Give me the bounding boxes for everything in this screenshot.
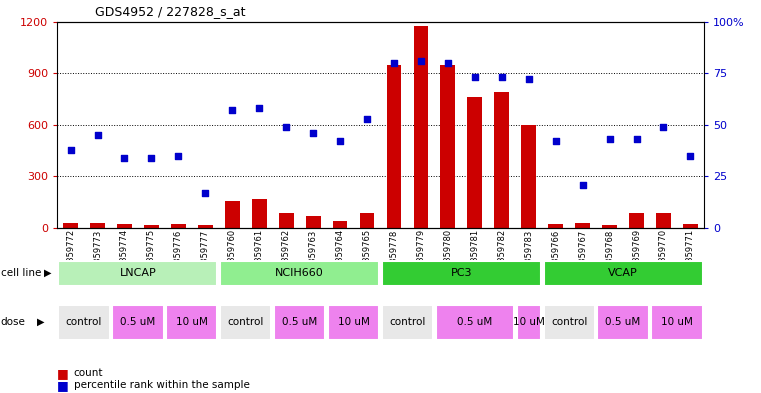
- Bar: [517, 305, 541, 340]
- Text: LNCAP: LNCAP: [119, 268, 156, 278]
- Text: 10 uM: 10 uM: [661, 317, 693, 327]
- Bar: [543, 305, 595, 340]
- Text: control: control: [390, 317, 425, 327]
- Text: 0.5 uM: 0.5 uM: [120, 317, 155, 327]
- Bar: [63, 223, 78, 228]
- Bar: [436, 305, 514, 340]
- Point: [280, 124, 292, 130]
- Text: control: control: [551, 317, 587, 327]
- Bar: [220, 261, 379, 285]
- Bar: [252, 199, 266, 228]
- Bar: [90, 223, 105, 228]
- Bar: [220, 305, 272, 340]
- Bar: [602, 224, 617, 228]
- Point: [119, 154, 131, 161]
- Point: [523, 76, 535, 83]
- Point: [91, 132, 103, 138]
- Bar: [575, 223, 590, 228]
- Bar: [224, 201, 240, 228]
- Bar: [113, 305, 164, 340]
- Bar: [117, 224, 132, 228]
- Text: 0.5 uM: 0.5 uM: [606, 317, 641, 327]
- Bar: [548, 224, 563, 228]
- Text: 10 uM: 10 uM: [513, 317, 545, 327]
- Point: [307, 130, 319, 136]
- Bar: [59, 261, 218, 285]
- Text: ■: ■: [57, 367, 68, 380]
- Text: cell line: cell line: [1, 268, 41, 278]
- Bar: [59, 305, 110, 340]
- Bar: [629, 213, 644, 228]
- Point: [253, 105, 266, 111]
- Text: 10 uM: 10 uM: [338, 317, 370, 327]
- Bar: [441, 64, 455, 228]
- Text: ▶: ▶: [37, 317, 44, 327]
- Text: ▶: ▶: [44, 268, 52, 278]
- Point: [226, 107, 238, 114]
- Point: [388, 60, 400, 66]
- Bar: [651, 305, 702, 340]
- Bar: [279, 213, 294, 228]
- Bar: [495, 92, 509, 228]
- Text: percentile rank within the sample: percentile rank within the sample: [74, 380, 250, 390]
- Point: [145, 154, 158, 161]
- Text: control: control: [228, 317, 264, 327]
- Point: [603, 136, 616, 142]
- Text: 10 uM: 10 uM: [176, 317, 208, 327]
- Text: PC3: PC3: [451, 268, 472, 278]
- Text: control: control: [66, 317, 102, 327]
- Bar: [274, 305, 325, 340]
- Text: 0.5 uM: 0.5 uM: [457, 317, 492, 327]
- Point: [469, 74, 481, 81]
- Bar: [382, 305, 433, 340]
- Point: [415, 58, 427, 64]
- Bar: [171, 224, 186, 228]
- Text: count: count: [74, 368, 103, 378]
- Point: [549, 138, 562, 144]
- Bar: [360, 213, 374, 228]
- Point: [630, 136, 642, 142]
- Text: VCAP: VCAP: [608, 268, 638, 278]
- Point: [199, 190, 212, 196]
- Bar: [198, 225, 213, 228]
- Bar: [521, 125, 537, 228]
- Bar: [467, 97, 482, 228]
- Bar: [333, 221, 348, 228]
- Bar: [306, 216, 320, 228]
- Point: [172, 152, 184, 159]
- Point: [495, 74, 508, 81]
- Bar: [683, 224, 698, 228]
- Text: dose: dose: [1, 317, 26, 327]
- Point: [361, 116, 373, 122]
- Text: GDS4952 / 227828_s_at: GDS4952 / 227828_s_at: [95, 5, 246, 18]
- Point: [684, 152, 696, 159]
- Bar: [382, 261, 541, 285]
- Point: [334, 138, 346, 144]
- Text: NCIH660: NCIH660: [275, 268, 324, 278]
- Text: 0.5 uM: 0.5 uM: [282, 317, 317, 327]
- Text: ■: ■: [57, 378, 68, 392]
- Point: [577, 182, 589, 188]
- Point: [442, 60, 454, 66]
- Bar: [144, 225, 159, 228]
- Point: [65, 146, 77, 152]
- Bar: [656, 213, 671, 228]
- Bar: [597, 305, 648, 340]
- Bar: [166, 305, 218, 340]
- Point: [658, 124, 670, 130]
- Bar: [387, 64, 401, 228]
- Bar: [413, 26, 428, 228]
- Bar: [543, 261, 702, 285]
- Bar: [328, 305, 379, 340]
